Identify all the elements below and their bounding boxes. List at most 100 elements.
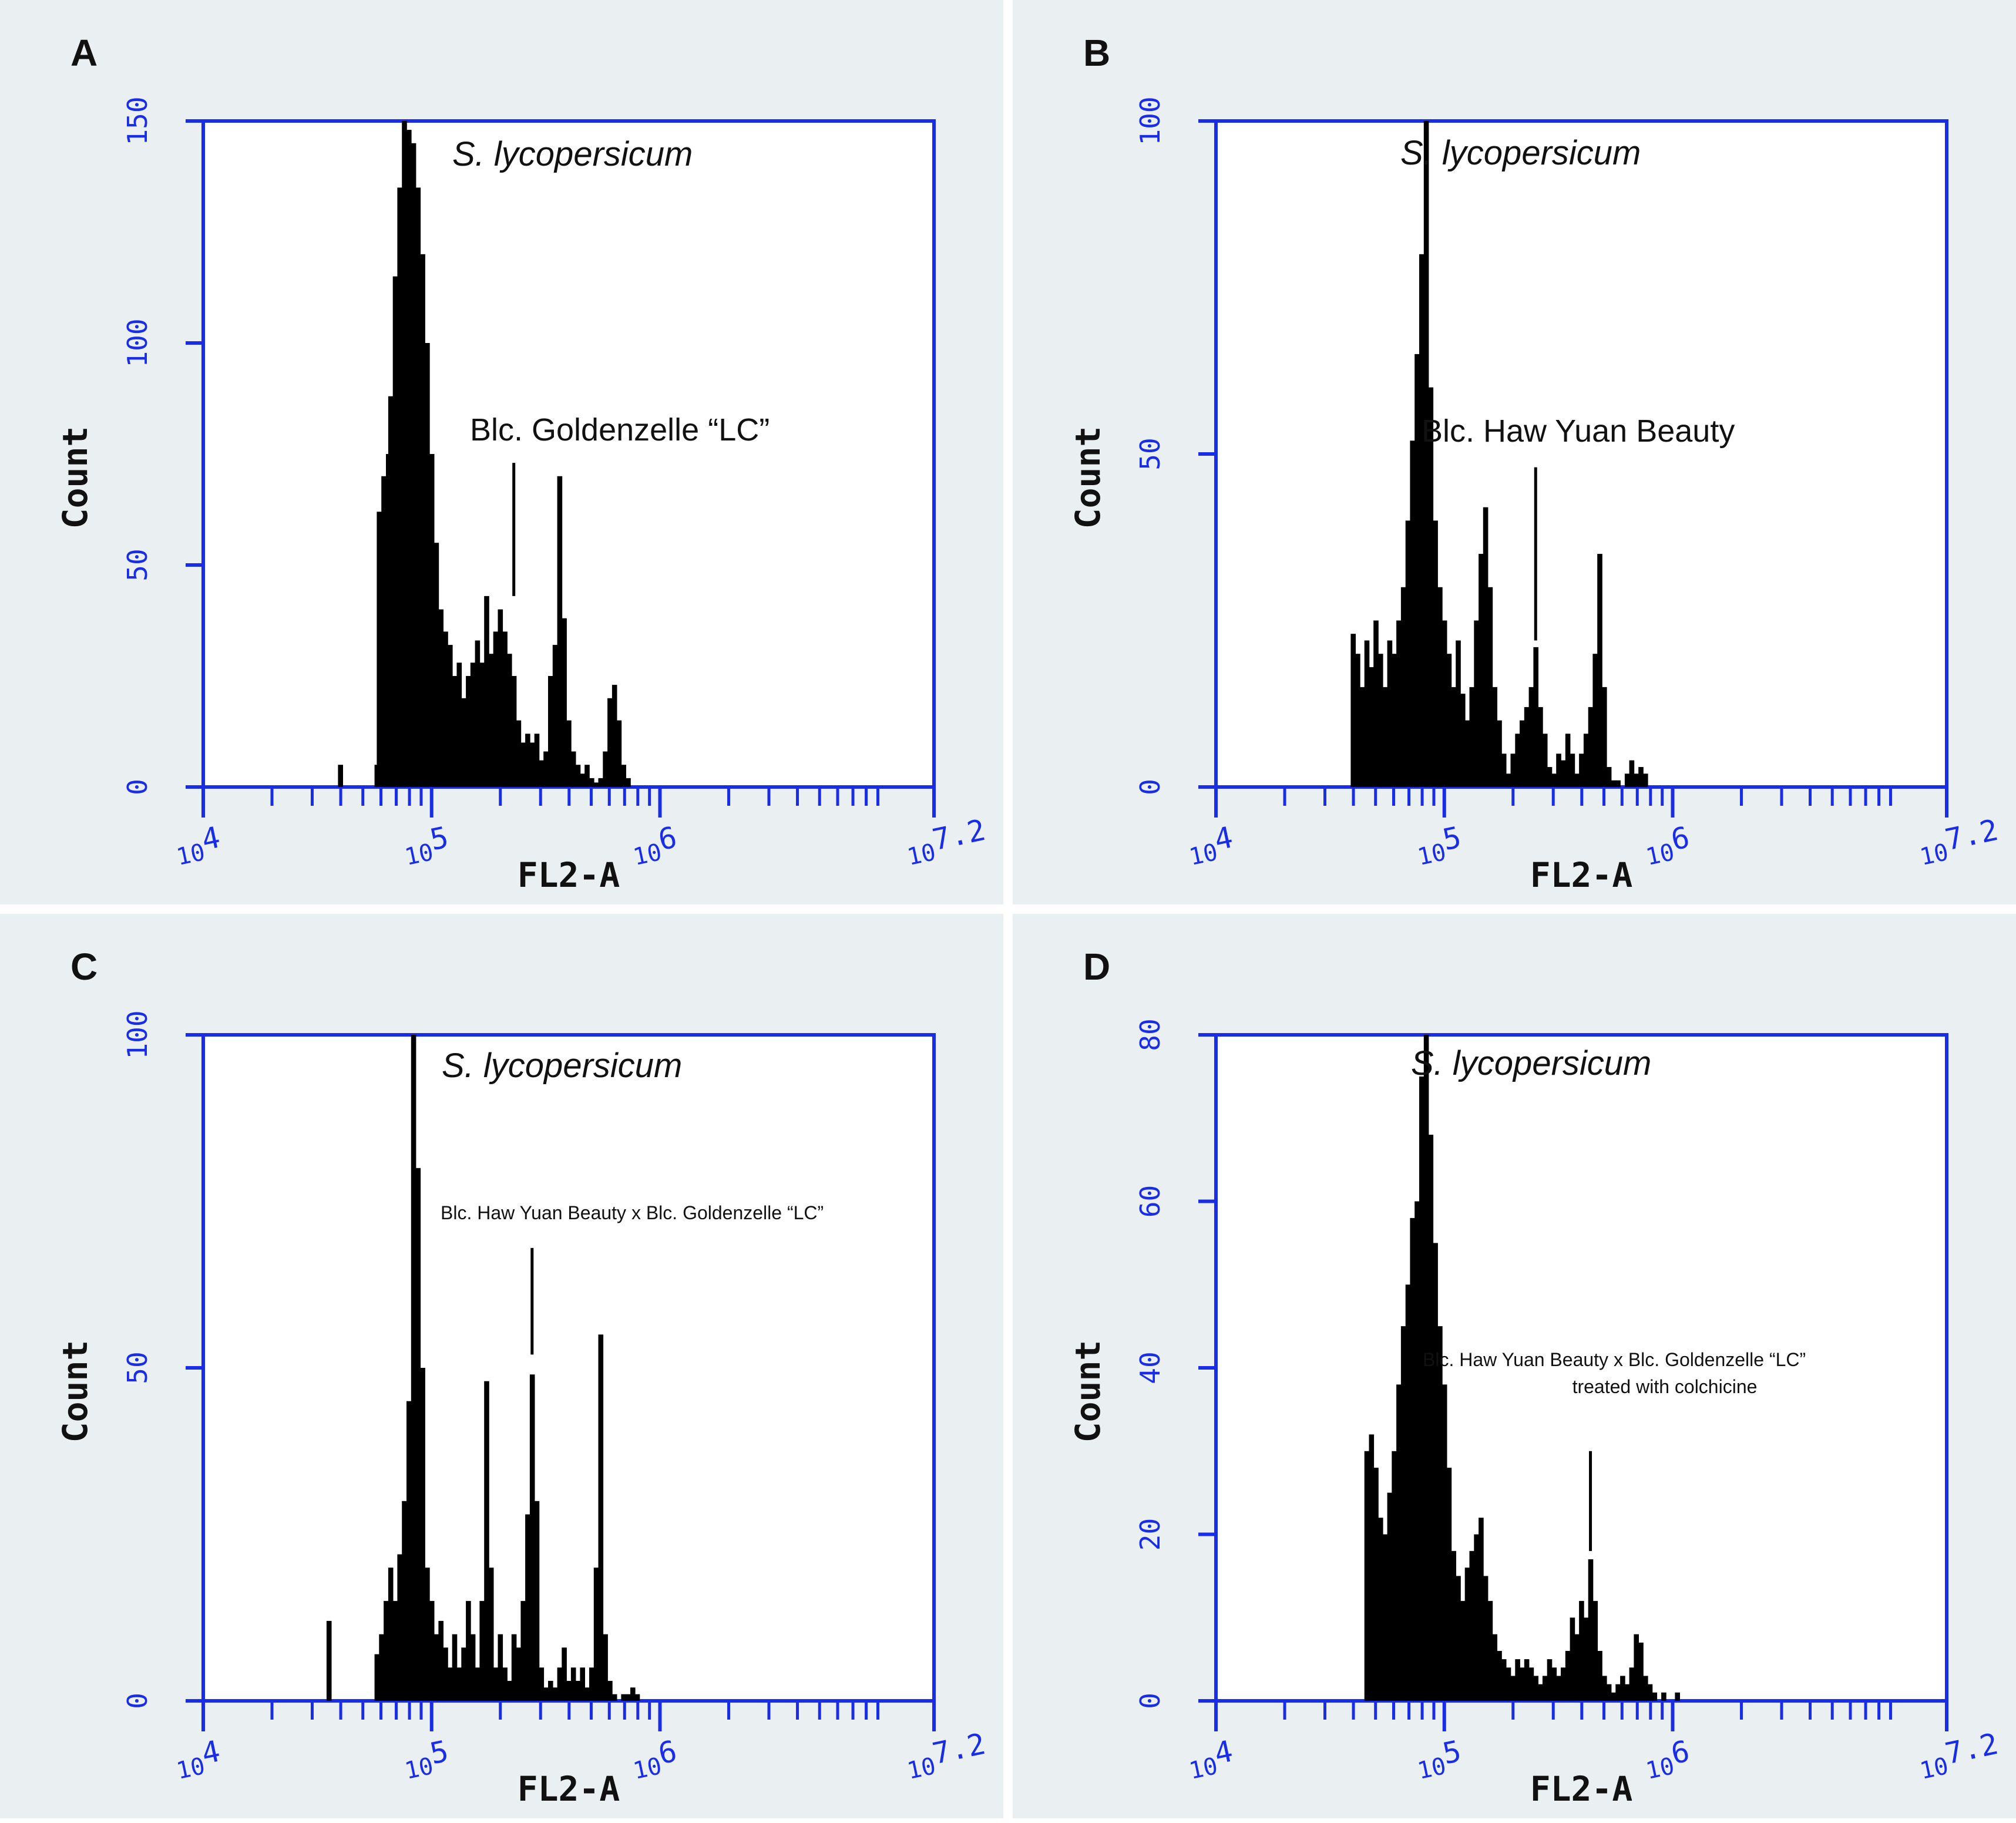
histogram-bar-d-47: [1579, 1600, 1584, 1701]
histogram-bar-c-56: [630, 1687, 636, 1701]
histogram-bar-b-14: [1414, 354, 1420, 787]
histogram-bar-d-16: [1437, 1326, 1443, 1701]
histogram-bar-c-9: [411, 1035, 416, 1701]
annotation-label-d-2: treated with colchicine: [1573, 1376, 1758, 1397]
histogram-bar-c-7: [402, 1501, 407, 1701]
histogram-bar-d-49: [1588, 1559, 1594, 1701]
histogram-bar-d-25: [1479, 1518, 1484, 1701]
histogram-bar-c-35: [529, 1374, 535, 1701]
histogram-bar-d-14: [1428, 1135, 1434, 1701]
x-tick-base-d-2: 10: [1644, 1753, 1677, 1785]
histogram-bar-d-46: [1574, 1634, 1580, 1701]
histogram-bar-d-9: [1405, 1284, 1411, 1701]
histogram-bar-c-52: [607, 1681, 613, 1701]
x-tick-label-a-0: 104: [171, 820, 225, 871]
histogram-bar-b-29: [1483, 507, 1489, 787]
histogram-bar-b-53: [1592, 654, 1598, 787]
histogram-bar-d-5: [1387, 1492, 1393, 1701]
histogram-bar-d-65: [1675, 1692, 1680, 1701]
histogram-bar-d-23: [1469, 1550, 1475, 1701]
x-tick-label-a-2: 106: [628, 820, 682, 871]
histogram-bar-c-8: [406, 1401, 412, 1701]
histogram-bar-a-45: [570, 751, 576, 787]
histogram-bar-c-19: [456, 1667, 462, 1701]
annotation-label-c-1: Blc. Haw Yuan Beauty x Blc. Goldenzelle …: [441, 1202, 824, 1223]
x-axis-title-c: FL2-A: [518, 1769, 620, 1809]
histogram-bar-d-44: [1565, 1651, 1571, 1701]
histogram-bar-b-48: [1570, 754, 1575, 787]
histogram-bar-c-21: [466, 1600, 471, 1701]
histogram-bar-a-17: [443, 631, 448, 787]
histogram-bar-c-29: [502, 1667, 508, 1701]
histogram-bar-b-24: [1460, 694, 1466, 787]
histogram-bar-c-55: [626, 1694, 631, 1701]
x-tick-base-a-1: 10: [402, 839, 436, 871]
y-tick-label-a-1: 50: [122, 549, 153, 581]
histogram-bar-d-18: [1446, 1468, 1452, 1701]
x-axis-title-d: FL2-A: [1530, 1769, 1633, 1809]
histogram-bar-c-43: [566, 1681, 572, 1701]
histogram-bar-a-31: [507, 654, 512, 787]
histogram-bar-a-27: [488, 654, 494, 787]
histogram-bar-c-10: [415, 1168, 421, 1701]
histogram-bar-b-19: [1437, 587, 1443, 787]
x-tick-label-c-1: 105: [399, 1734, 453, 1785]
histogram-bar-a-14: [429, 454, 435, 787]
histogram-bar-d-57: [1624, 1684, 1630, 1701]
histogram-bar-a-43: [562, 618, 567, 787]
x-tick-label-c-3: 107.2: [902, 1727, 990, 1785]
histogram-bar-c-48: [589, 1667, 594, 1701]
histogram-bar-d-7: [1396, 1384, 1402, 1701]
histogram-bar-c-15: [438, 1620, 443, 1701]
histogram-bar-a-56: [621, 765, 626, 787]
x-tick-label-b-1: 105: [1412, 820, 1466, 871]
x-tick-base-c-0: 10: [174, 1753, 207, 1785]
histogram-bar-b-51: [1583, 734, 1589, 787]
histogram-bar-b-4: [1369, 667, 1375, 787]
histogram-bar-b-39: [1528, 687, 1534, 787]
histogram-bar-b-16: [1423, 121, 1429, 787]
histogram-bar-d-0: [1364, 1451, 1370, 1701]
histogram-bar-d-52: [1602, 1676, 1607, 1701]
histogram-bar-d-1: [1369, 1434, 1375, 1701]
y-tick-label-d-2: 40: [1134, 1351, 1166, 1384]
histogram-bar-c-44: [570, 1667, 576, 1701]
histogram-bar-d-64: [1661, 1692, 1666, 1701]
panel-c: C 104 105 106 107.2 0 50 100 FL2-A Count S. lycope…: [0, 914, 1003, 1818]
y-tick-label-d-0: 0: [1134, 1693, 1166, 1709]
histogram-bar-d-21: [1460, 1600, 1466, 1701]
histogram-bar-b-34: [1506, 773, 1511, 787]
histogram-bar-d-34: [1520, 1667, 1525, 1701]
histogram-bar-c-34: [525, 1514, 530, 1701]
y-tick-label-a-0: 0: [122, 779, 153, 795]
x-tick-exp-b-3: 7.2: [1942, 813, 2001, 857]
histogram-bar-b-31: [1492, 687, 1497, 787]
histogram-bar-b-33: [1501, 754, 1507, 787]
histogram-bar-b-7: [1382, 687, 1388, 787]
histogram-bar-c-4: [388, 1568, 394, 1701]
x-tick-label-b-2: 106: [1641, 820, 1695, 871]
histogram-bar-c-42: [562, 1647, 567, 1701]
histogram-bar-a-46: [575, 765, 581, 787]
annotation-label-a-0: S. lycopersicum: [452, 135, 693, 173]
histogram-bar-d-39: [1542, 1676, 1548, 1701]
histogram-bar-a-22: [466, 676, 471, 787]
histogram-bar-c-47: [584, 1687, 590, 1701]
histogram-bar-b-56: [1606, 767, 1612, 787]
histogram-bar-b-18: [1433, 520, 1438, 787]
x-tick-label-b-3: 107.2: [1914, 813, 2002, 871]
histogram-bar-a-47: [580, 773, 585, 787]
y-tick-label-d-1: 20: [1134, 1518, 1166, 1550]
histogram-bar-d-28: [1492, 1634, 1497, 1701]
x-tick-exp-c-3: 7.2: [929, 1727, 988, 1771]
histogram-bar-b-40: [1533, 647, 1538, 787]
annotation-label-d-0: S. lycopersicum: [1411, 1044, 1651, 1082]
histogram-bar-d-48: [1583, 1617, 1589, 1701]
x-tick-base-a-0: 10: [174, 839, 207, 871]
histogram-bar-b-47: [1565, 734, 1571, 787]
histogram-bar-a-40: [548, 676, 553, 787]
histogram-bar-d-54: [1611, 1692, 1617, 1701]
histogram-bar-c-57: [634, 1694, 640, 1701]
histogram-bar-b-62: [1638, 767, 1644, 787]
x-axis-title-a: FL2-A: [518, 855, 620, 895]
